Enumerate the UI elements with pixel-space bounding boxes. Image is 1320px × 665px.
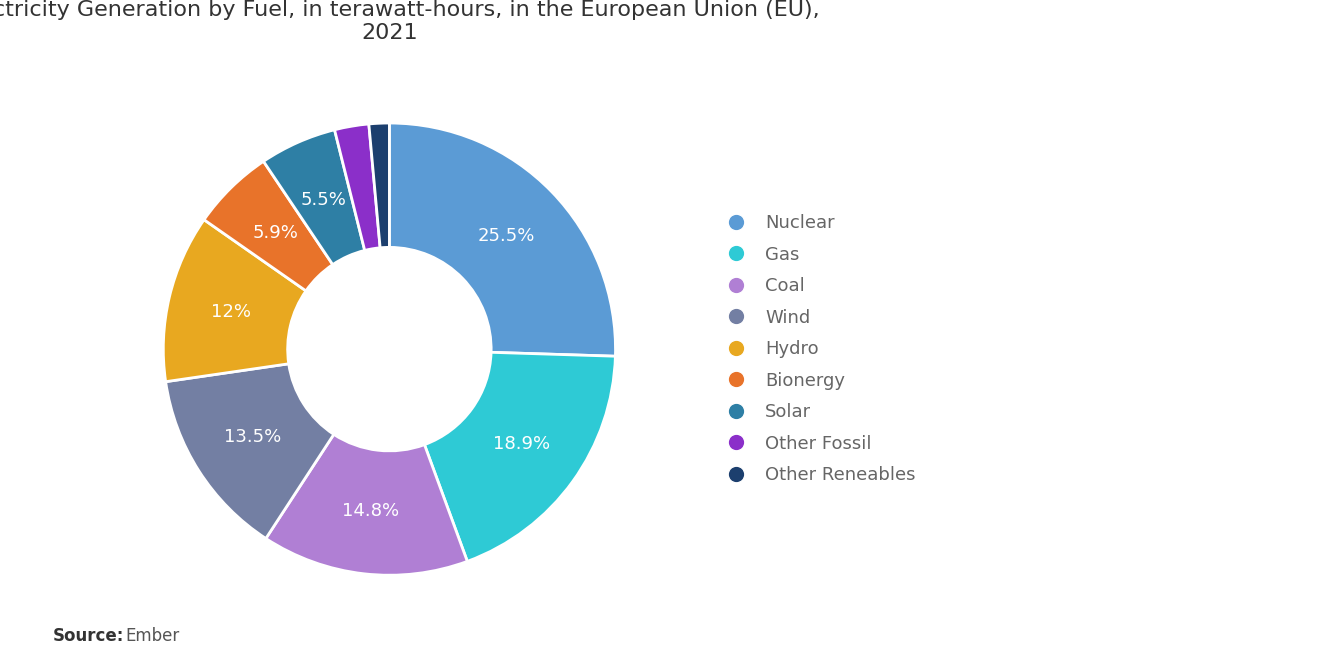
Text: 14.8%: 14.8% [342, 502, 400, 520]
Text: 25.5%: 25.5% [478, 227, 535, 245]
Wedge shape [164, 219, 306, 382]
Text: 5.9%: 5.9% [252, 224, 298, 242]
Wedge shape [264, 130, 364, 265]
Text: 18.9%: 18.9% [492, 436, 550, 454]
Wedge shape [368, 123, 389, 248]
Text: Source:: Source: [53, 627, 124, 645]
Wedge shape [334, 124, 380, 251]
Text: Ember: Ember [125, 627, 180, 645]
Legend: Nuclear, Gas, Coal, Wind, Hydro, Bionergy, Solar, Other Fossil, Other Reneables: Nuclear, Gas, Coal, Wind, Hydro, Bionerg… [709, 205, 925, 493]
Wedge shape [165, 364, 334, 539]
Text: 5.5%: 5.5% [301, 192, 346, 209]
Text: 12%: 12% [211, 303, 251, 321]
Wedge shape [425, 352, 615, 561]
Title: Electricity Generation by Fuel, in terawatt-hours, in the European Union (EU),
2: Electricity Generation by Fuel, in teraw… [0, 0, 820, 43]
Text: 13.5%: 13.5% [223, 428, 281, 446]
Wedge shape [205, 162, 333, 291]
Wedge shape [389, 123, 615, 356]
Wedge shape [265, 434, 467, 575]
